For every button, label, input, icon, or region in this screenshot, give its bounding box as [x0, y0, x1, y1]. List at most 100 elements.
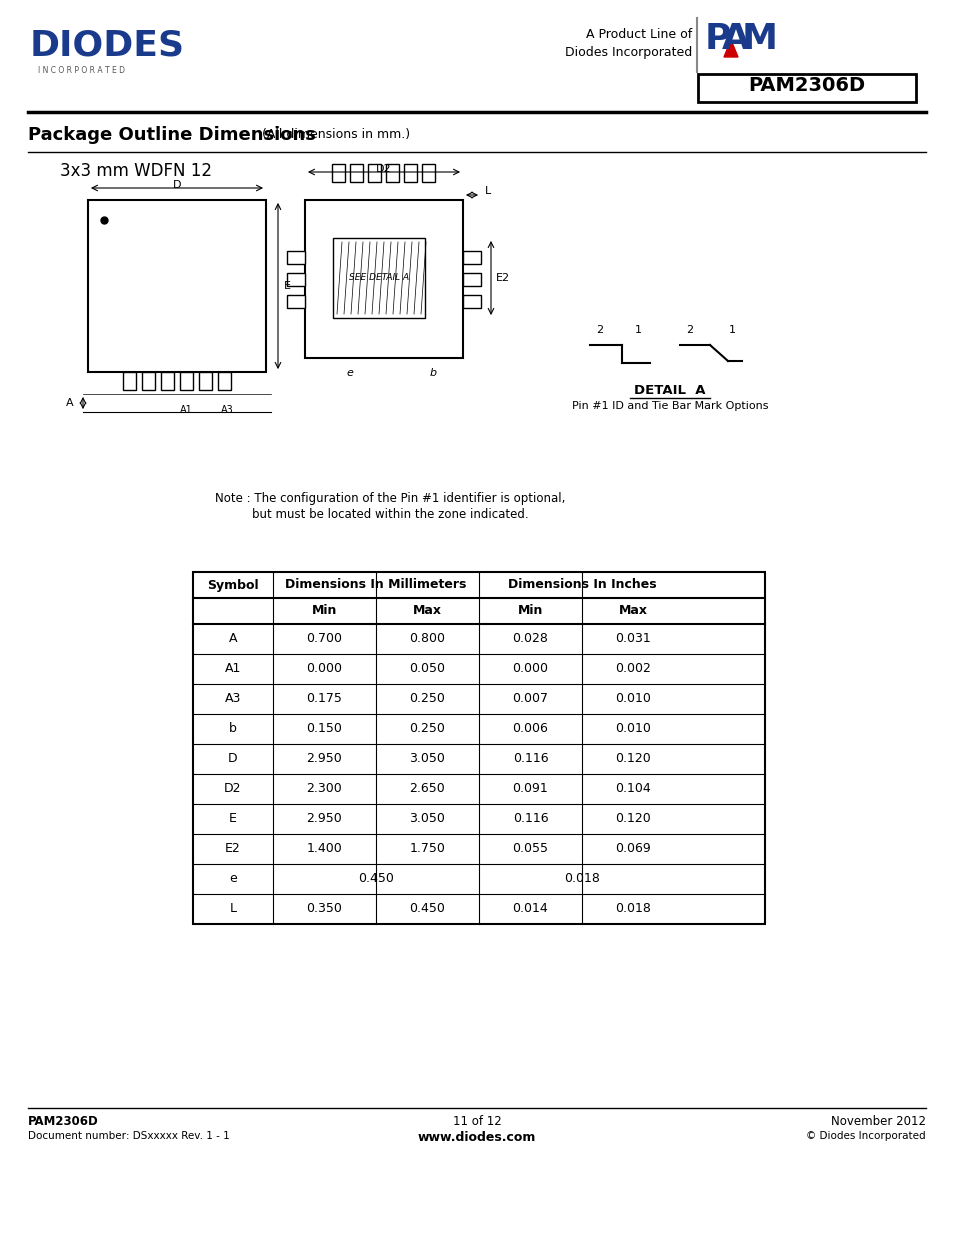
Bar: [333, 238, 424, 317]
Bar: [123, 372, 136, 390]
Bar: [368, 164, 381, 182]
Text: D2: D2: [224, 783, 241, 795]
Text: Diodes Incorporated: Diodes Incorporated: [564, 46, 691, 59]
Text: L: L: [230, 903, 236, 915]
Text: 0.018: 0.018: [563, 872, 599, 885]
Text: 0.800: 0.800: [409, 632, 445, 646]
Bar: [199, 372, 212, 390]
Text: E2: E2: [225, 842, 240, 856]
Text: A: A: [229, 632, 237, 646]
Text: A: A: [721, 22, 749, 56]
Text: 0.104: 0.104: [615, 783, 651, 795]
Text: Max: Max: [618, 604, 647, 618]
Text: 0.006: 0.006: [512, 722, 548, 736]
Text: Document number: DSxxxxx Rev. 1 - 1: Document number: DSxxxxx Rev. 1 - 1: [28, 1131, 230, 1141]
Text: 2.950: 2.950: [306, 813, 342, 825]
Text: b: b: [229, 722, 236, 736]
Text: D2: D2: [375, 164, 392, 174]
Text: 0.120: 0.120: [615, 813, 651, 825]
Bar: [287, 251, 305, 263]
Text: 0.175: 0.175: [306, 693, 342, 705]
Text: 0.000: 0.000: [512, 662, 548, 676]
Text: 0.069: 0.069: [615, 842, 651, 856]
Text: PAM2306D: PAM2306D: [748, 77, 864, 95]
Bar: [142, 372, 154, 390]
Text: L: L: [484, 186, 491, 196]
Text: P: P: [704, 22, 731, 56]
Text: 0.050: 0.050: [409, 662, 445, 676]
Bar: [422, 164, 435, 182]
Text: 0.150: 0.150: [306, 722, 342, 736]
Text: D: D: [172, 180, 181, 190]
Bar: [218, 372, 231, 390]
Bar: [462, 251, 480, 263]
Text: 2.950: 2.950: [306, 752, 342, 766]
Text: 0.116: 0.116: [512, 813, 548, 825]
Bar: [462, 273, 480, 285]
Text: 2.650: 2.650: [409, 783, 445, 795]
Polygon shape: [723, 40, 738, 57]
Bar: [386, 164, 399, 182]
Bar: [462, 294, 480, 308]
Text: Note : The configuration of the Pin #1 identifier is optional,: Note : The configuration of the Pin #1 i…: [214, 492, 564, 505]
Text: A3: A3: [220, 405, 233, 415]
Text: A3: A3: [225, 693, 241, 705]
Text: 3.050: 3.050: [409, 752, 445, 766]
Text: Dimensions In Millimeters: Dimensions In Millimeters: [285, 578, 466, 592]
Text: 0.031: 0.031: [615, 632, 651, 646]
Text: A Product Line of: A Product Line of: [585, 28, 691, 41]
Text: e: e: [229, 872, 236, 885]
Text: www.diodes.com: www.diodes.com: [417, 1131, 536, 1144]
Bar: [305, 200, 462, 358]
Bar: [287, 273, 305, 285]
Bar: [404, 164, 417, 182]
Text: 2.300: 2.300: [306, 783, 342, 795]
Text: SEE DETAIL A: SEE DETAIL A: [349, 273, 409, 283]
Text: b: b: [429, 368, 436, 378]
Text: A1: A1: [225, 662, 241, 676]
Text: E2: E2: [496, 273, 510, 283]
Text: DETAIL  A: DETAIL A: [634, 384, 705, 396]
Text: e: e: [346, 368, 353, 378]
Text: E: E: [284, 282, 291, 291]
Text: A: A: [66, 398, 73, 408]
Text: 0.055: 0.055: [512, 842, 548, 856]
Text: Package Outline Dimensions: Package Outline Dimensions: [28, 126, 315, 144]
Bar: [287, 294, 305, 308]
Text: November 2012: November 2012: [830, 1115, 925, 1128]
Text: 0.250: 0.250: [409, 693, 445, 705]
Text: 0.000: 0.000: [306, 662, 342, 676]
Text: PAM2306D: PAM2306D: [28, 1115, 99, 1128]
Text: 1.400: 1.400: [306, 842, 342, 856]
Text: 0.028: 0.028: [512, 632, 548, 646]
Text: M: M: [741, 22, 778, 56]
Bar: [333, 164, 345, 182]
Text: 0.350: 0.350: [306, 903, 342, 915]
Text: Min: Min: [312, 604, 336, 618]
Text: © Diodes Incorporated: © Diodes Incorporated: [805, 1131, 925, 1141]
Text: 0.700: 0.700: [306, 632, 342, 646]
Bar: [350, 164, 363, 182]
Bar: [180, 372, 193, 390]
Text: 11 of 12: 11 of 12: [452, 1115, 501, 1128]
Text: 2: 2: [596, 325, 603, 335]
Bar: [193, 572, 764, 924]
Text: 3.050: 3.050: [409, 813, 445, 825]
Text: Min: Min: [517, 604, 542, 618]
Text: (All dimensions in mm.): (All dimensions in mm.): [262, 128, 410, 141]
Text: 1.750: 1.750: [409, 842, 445, 856]
Text: Max: Max: [413, 604, 441, 618]
Text: 0.250: 0.250: [409, 722, 445, 736]
Bar: [88, 200, 266, 372]
Text: Pin #1 ID and Tie Bar Mark Options: Pin #1 ID and Tie Bar Mark Options: [571, 401, 767, 411]
Text: 1: 1: [634, 325, 640, 335]
Text: DIODES: DIODES: [30, 28, 185, 62]
Text: but must be located within the zone indicated.: but must be located within the zone indi…: [252, 508, 528, 521]
Text: E: E: [229, 813, 236, 825]
Text: 0.091: 0.091: [512, 783, 548, 795]
Text: 0.450: 0.450: [409, 903, 445, 915]
Text: Symbol: Symbol: [207, 578, 258, 592]
Bar: [698, 74, 915, 103]
Text: 0.018: 0.018: [615, 903, 651, 915]
Text: I N C O R P O R A T E D: I N C O R P O R A T E D: [38, 65, 125, 75]
